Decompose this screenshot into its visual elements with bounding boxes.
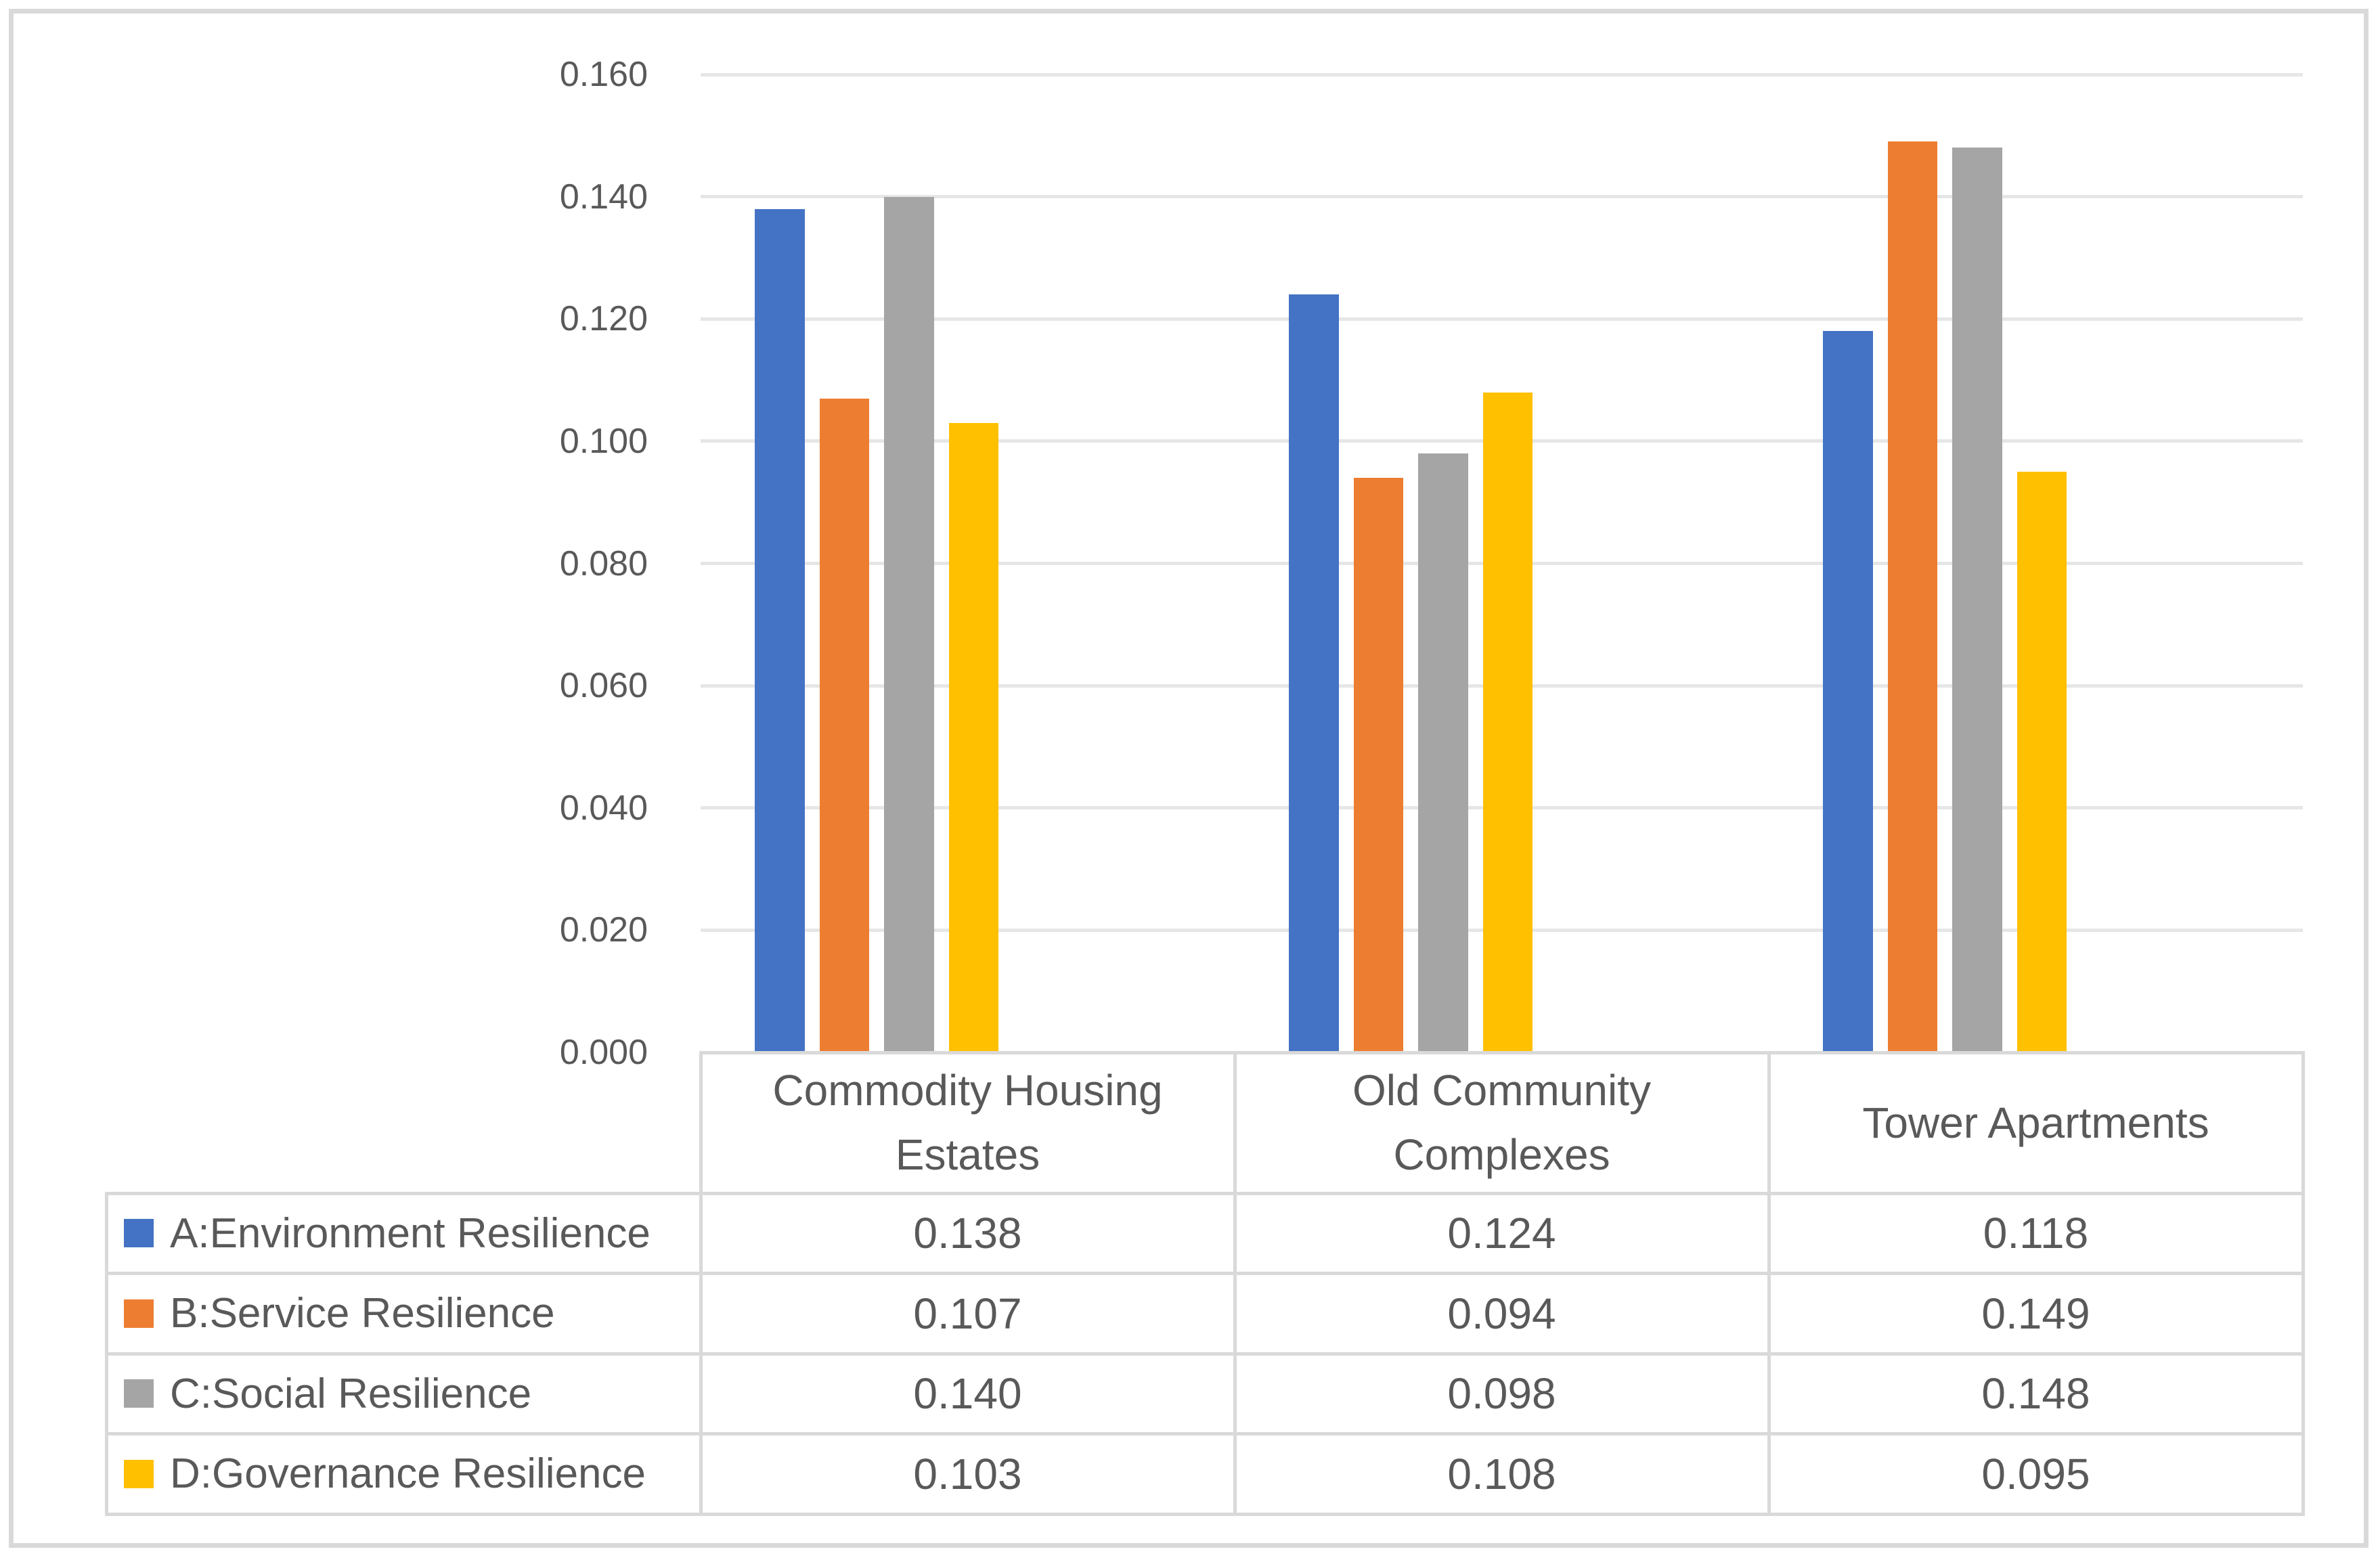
legend-cell: D:Governance Resilience xyxy=(106,1434,701,1515)
table-gridline xyxy=(104,1191,2305,1195)
bar-b-1 xyxy=(1353,478,1403,1052)
plot-area xyxy=(701,72,2303,1052)
bar-b-0 xyxy=(819,398,869,1052)
column-header: Tower Apartments xyxy=(1862,1098,2209,1147)
value-cell: 0.118 xyxy=(1983,1209,2089,1258)
legend-cell: C:Social Resilience xyxy=(106,1354,701,1434)
legend-label: D:Governance Resilience xyxy=(170,1450,646,1498)
gridline xyxy=(701,72,2303,76)
bar-d-1 xyxy=(1482,392,1533,1052)
page-border xyxy=(9,9,2368,1548)
legend-cell: A:Environment Resilience xyxy=(106,1193,701,1274)
legend-swatch-b xyxy=(124,1299,154,1328)
value-cell: 0.149 xyxy=(1981,1289,2090,1338)
bar-d-2 xyxy=(2017,472,2067,1052)
legend-label: B:Service Resilience xyxy=(170,1290,555,1337)
y-tick-label: 0.140 xyxy=(559,177,648,217)
table-gridline xyxy=(104,1432,2305,1435)
table-gridline xyxy=(699,1050,703,1516)
bar-b-2 xyxy=(1887,141,1937,1052)
bar-a-0 xyxy=(755,208,805,1052)
gridline xyxy=(701,195,2303,199)
value-cell: 0.103 xyxy=(913,1449,1022,1498)
y-tick-label: 0.020 xyxy=(559,910,648,950)
table-gridline xyxy=(104,1272,2305,1275)
value-cell: 0.098 xyxy=(1447,1369,1556,1419)
bar-c-0 xyxy=(884,196,934,1052)
value-cell: 0.095 xyxy=(1981,1449,2090,1498)
value-cell: 0.107 xyxy=(913,1289,1022,1338)
legend-cell: B:Service Resilience xyxy=(106,1274,701,1354)
bar-d-0 xyxy=(948,422,998,1052)
table-gridline xyxy=(2301,1050,2305,1516)
legend-label: A:Environment Resilience xyxy=(170,1209,651,1257)
table-gridline xyxy=(1767,1050,1771,1516)
bar-c-1 xyxy=(1418,453,1468,1052)
column-header: Commodity Housing Estates xyxy=(772,1066,1163,1179)
table-gridline xyxy=(104,1352,2305,1356)
bar-a-1 xyxy=(1289,294,1339,1052)
y-tick-label: 0.100 xyxy=(559,421,648,461)
bar-a-2 xyxy=(1823,331,1873,1052)
table-gridline xyxy=(104,1191,108,1516)
y-tick-label: 0.000 xyxy=(559,1033,648,1072)
table-gridline xyxy=(1233,1050,1237,1516)
table-gridline xyxy=(104,1512,2305,1516)
value-cell: 0.148 xyxy=(1981,1369,2090,1419)
value-cell: 0.140 xyxy=(913,1369,1022,1419)
y-tick-label: 0.060 xyxy=(559,666,648,706)
value-cell: 0.094 xyxy=(1447,1289,1556,1338)
y-tick-label: 0.080 xyxy=(559,543,648,583)
column-header: Old Community Complexes xyxy=(1352,1066,1651,1179)
value-cell: 0.138 xyxy=(913,1209,1022,1258)
legend-swatch-a xyxy=(124,1219,154,1248)
value-cell: 0.108 xyxy=(1447,1449,1556,1498)
legend-swatch-d xyxy=(124,1459,154,1488)
table-gridline xyxy=(699,1050,2305,1054)
legend-swatch-c xyxy=(124,1379,154,1408)
bar-c-2 xyxy=(1952,148,2002,1052)
y-tick-label: 0.120 xyxy=(559,299,648,339)
legend-label: C:Social Resilience xyxy=(170,1370,532,1417)
y-tick-label: 0.160 xyxy=(559,55,648,94)
gridline xyxy=(701,317,2303,321)
y-tick-label: 0.040 xyxy=(559,788,648,828)
value-cell: 0.124 xyxy=(1447,1209,1556,1258)
